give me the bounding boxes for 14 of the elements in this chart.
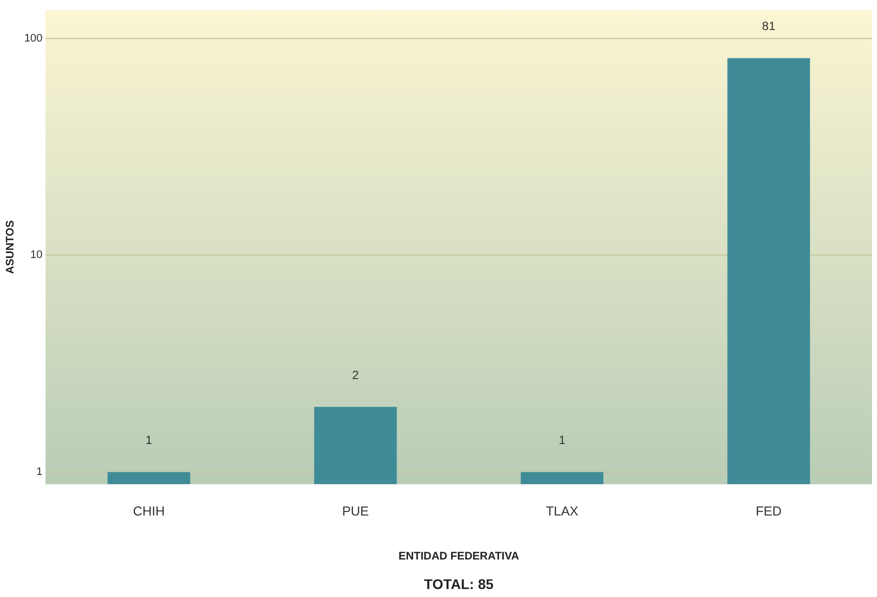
y-axis-title: ASUNTOS bbox=[4, 220, 17, 274]
x-tick-label: FED bbox=[756, 504, 782, 519]
text: TOTAL: 85 bbox=[424, 576, 494, 592]
x-axis-title: ENTIDAD FEDERATIVA bbox=[398, 550, 520, 562]
data-label: 2 bbox=[352, 368, 360, 382]
x-tick-label: CHIH bbox=[132, 504, 165, 519]
y-tick-label: 100 bbox=[24, 32, 43, 44]
data-label: 1 bbox=[146, 433, 153, 448]
y-tick-label: 1 bbox=[36, 466, 43, 478]
x-tick-label: PUE bbox=[342, 504, 370, 519]
x-tick-label: TLAX bbox=[546, 504, 579, 519]
data-label: 1 bbox=[558, 433, 566, 448]
data-label: 81 bbox=[762, 19, 776, 34]
y-tick-label: 10 bbox=[30, 249, 43, 262]
